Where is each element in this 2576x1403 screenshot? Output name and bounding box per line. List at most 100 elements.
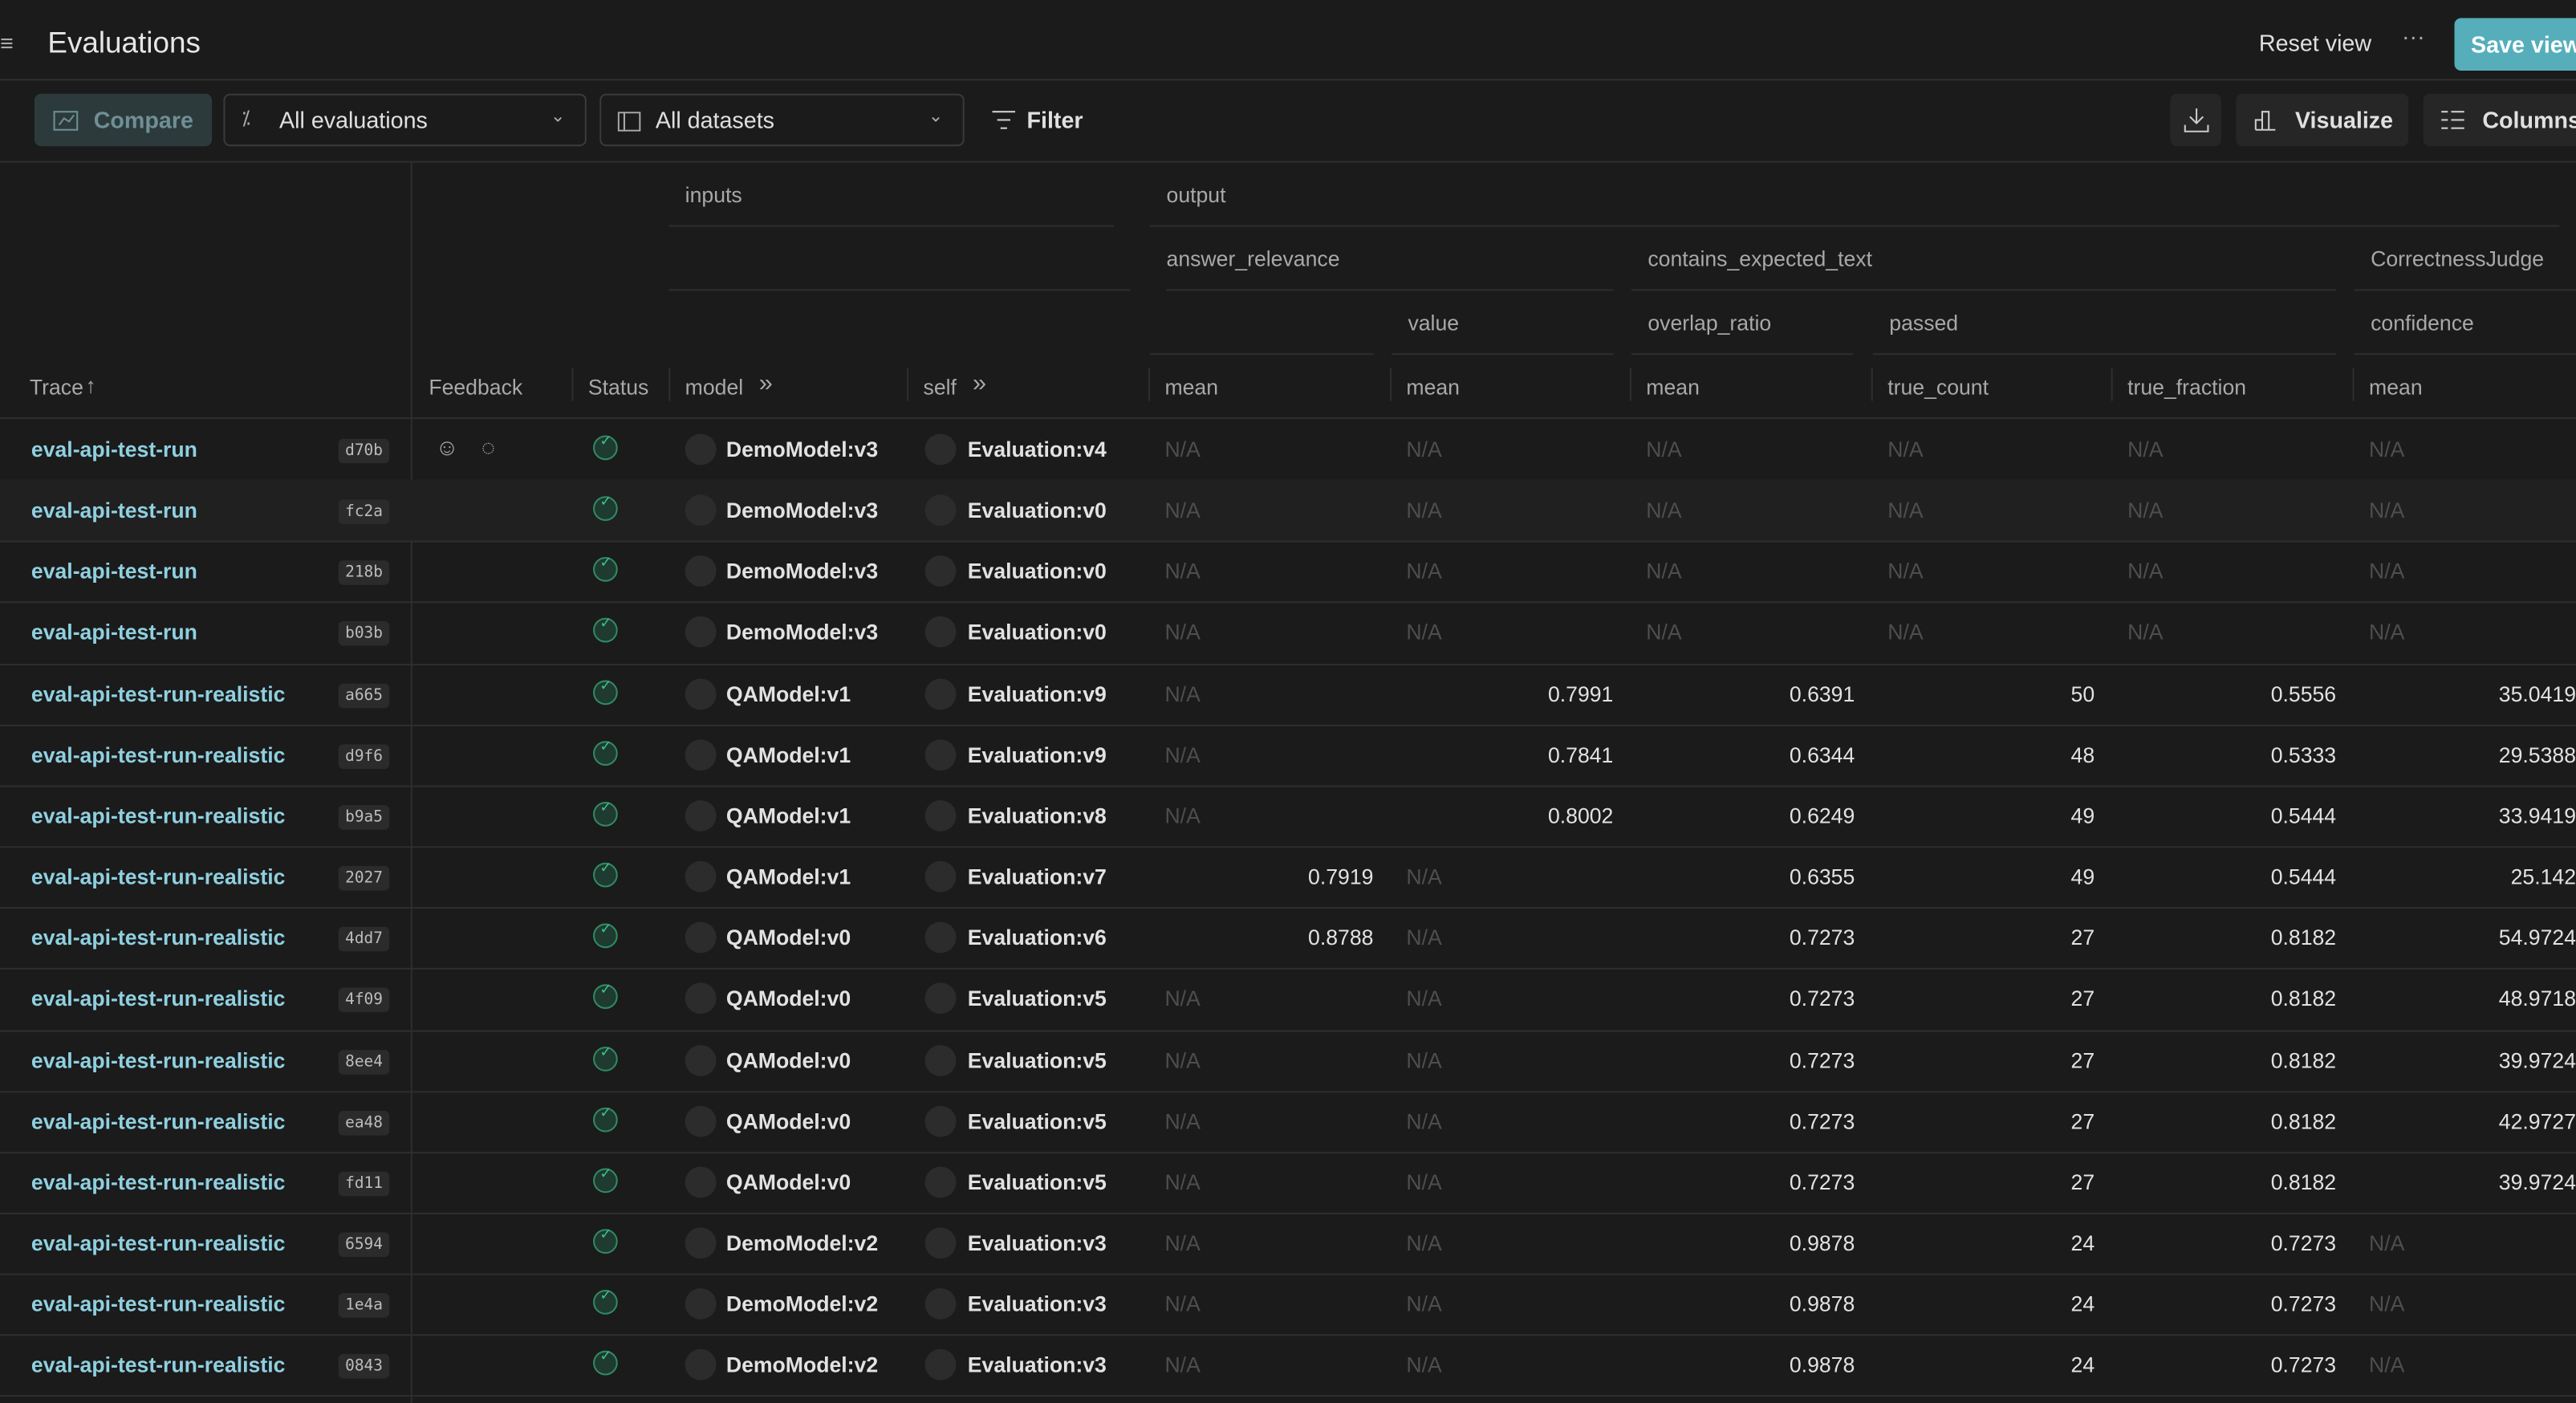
trace-link[interactable]: eval-api-test-run-realistic <box>30 986 286 1011</box>
status-icon <box>593 923 618 949</box>
trace-link[interactable]: eval-api-test-run-realistic <box>30 1352 286 1378</box>
trace-id: fd11 <box>338 1171 390 1196</box>
save-view-button[interactable]: Save view <box>2454 18 2576 71</box>
model[interactable]: QAModel:v0 <box>725 925 851 950</box>
model[interactable]: QAModel:v0 <box>725 1047 851 1072</box>
menu-icon[interactable]: ≡ <box>0 29 14 56</box>
trace-id: d9f6 <box>338 743 390 769</box>
trace-link[interactable]: eval-api-test-run-realistic <box>30 864 286 889</box>
metric-value: 0.9878 <box>1789 1291 1855 1316</box>
model[interactable]: QAModel:v1 <box>725 864 851 889</box>
evaluation[interactable]: Evaluation:v9 <box>967 681 1107 706</box>
status-icon <box>593 1229 618 1254</box>
model[interactable]: QAModel:v0 <box>725 1108 851 1133</box>
column-divider <box>668 368 671 401</box>
self-icon <box>924 738 957 771</box>
trace-link[interactable]: eval-api-test-run-realistic <box>30 681 286 706</box>
evaluations-dropdown[interactable]: ⁒ All evaluations ⌄ <box>223 93 587 147</box>
model-icon <box>685 555 717 588</box>
trace-link[interactable]: eval-api-test-run <box>30 437 197 462</box>
evaluation[interactable]: Evaluation:v5 <box>967 1047 1107 1072</box>
chevron: ⌄ <box>550 107 566 127</box>
model[interactable]: DemoModel:v2 <box>725 1352 879 1378</box>
trace-link[interactable]: eval-api-test-run-realistic <box>30 1291 286 1316</box>
model[interactable]: DemoModel:v2 <box>725 1291 879 1316</box>
not-available: N/A <box>1406 1352 1442 1378</box>
visualize-button[interactable]: Visualize <box>2236 93 2409 147</box>
model[interactable]: QAModel:v1 <box>725 681 851 706</box>
model-icon <box>685 1043 717 1076</box>
trace-link[interactable]: eval-api-test-run-realistic <box>30 925 286 950</box>
trace-link[interactable]: eval-api-test-run-realistic <box>30 1108 286 1133</box>
group-header: confidence <box>2371 310 2474 336</box>
model[interactable]: DemoModel:v3 <box>725 498 879 523</box>
trace-id: 8ee4 <box>338 1049 390 1074</box>
datasets-dropdown[interactable]: All datasets ⌄ <box>599 93 965 147</box>
row-divider <box>0 1090 2576 1092</box>
model[interactable]: QAModel:v1 <box>725 803 851 828</box>
column-header[interactable]: Feedback <box>429 374 523 400</box>
status-check: ✓ <box>599 432 612 449</box>
model[interactable]: DemoModel:v2 <box>725 1230 879 1255</box>
column-header[interactable]: Trace <box>29 374 83 400</box>
row-divider <box>0 1395 2576 1397</box>
model[interactable]: QAModel:v1 <box>725 742 851 767</box>
trace-link[interactable]: eval-api-test-run-realistic <box>30 1230 286 1255</box>
chevron: ⌄ <box>928 107 944 127</box>
evaluation[interactable]: Evaluation:v3 <box>967 1291 1107 1316</box>
model[interactable]: DemoModel:v3 <box>725 620 879 645</box>
trace-link[interactable]: eval-api-test-run <box>30 620 197 645</box>
self-icon <box>924 1288 957 1320</box>
column-header[interactable]: self <box>923 374 957 400</box>
model[interactable]: QAModel:v0 <box>725 1169 851 1194</box>
trace-link[interactable]: eval-api-test-run <box>30 559 197 584</box>
evaluation[interactable]: Evaluation:v5 <box>967 1169 1107 1194</box>
model[interactable]: QAModel:v0 <box>725 986 851 1011</box>
column-header[interactable]: mean <box>1164 374 1219 400</box>
model[interactable]: DemoModel:v3 <box>725 559 879 584</box>
compare-button[interactable]: Compare <box>34 93 213 147</box>
trace-link[interactable]: eval-api-test-run-realistic <box>30 1169 286 1194</box>
not-available: N/A <box>1406 925 1442 950</box>
trace-link[interactable]: eval-api-test-run-realistic <box>30 803 286 828</box>
column-header[interactable]: true_fraction <box>2127 374 2247 400</box>
column-header[interactable]: mean <box>2369 374 2423 400</box>
not-available: N/A <box>2127 620 2164 645</box>
evaluation[interactable]: Evaluation:v5 <box>967 986 1107 1011</box>
evaluation[interactable]: Evaluation:v3 <box>967 1352 1107 1378</box>
evaluation[interactable]: Evaluation:v0 <box>967 620 1107 645</box>
evaluation[interactable]: Evaluation:v7 <box>967 864 1107 889</box>
trace-link[interactable]: eval-api-test-run-realistic <box>30 1047 286 1072</box>
reset-view[interactable]: Reset view <box>2258 29 2372 56</box>
feedback-comment[interactable]: ◌ <box>481 433 495 461</box>
column-header[interactable]: Status <box>587 374 649 400</box>
evaluation[interactable]: Evaluation:v3 <box>967 1230 1107 1255</box>
column-header[interactable]: mean <box>1406 374 1461 400</box>
download-button[interactable] <box>2170 93 2221 147</box>
model[interactable]: DemoModel:v3 <box>725 437 879 462</box>
model-icon <box>685 1105 717 1137</box>
trace-link[interactable]: eval-api-test-run-realistic <box>30 742 286 767</box>
filter-button[interactable]: Filter <box>992 94 1107 147</box>
column-header[interactable]: mean <box>1646 374 1700 400</box>
feedback-emoji[interactable]: ☺ <box>435 433 459 461</box>
status-check: ✓ <box>599 1042 612 1059</box>
table: inputs output answer_relevance contains_exp… <box>0 162 2576 1403</box>
column-header[interactable]: model <box>685 374 744 400</box>
save-view-label: Save view <box>2470 31 2576 58</box>
evaluation[interactable]: Evaluation:v0 <box>967 559 1107 584</box>
evaluation[interactable]: Evaluation:v4 <box>967 437 1107 462</box>
evaluation[interactable]: Evaluation:v8 <box>967 803 1107 828</box>
evaluation[interactable]: Evaluation:v0 <box>967 498 1107 523</box>
evaluation[interactable]: Evaluation:v5 <box>967 1108 1107 1133</box>
metric-value: 48 <box>2070 742 2095 767</box>
trace-link[interactable]: eval-api-test-run <box>30 498 197 523</box>
divider <box>1150 353 1374 356</box>
status-check: ✓ <box>599 1348 612 1364</box>
column-header[interactable]: true_count <box>1887 374 1989 400</box>
columns-button[interactable]: Columns <box>2423 93 2576 147</box>
evaluation[interactable]: Evaluation:v9 <box>967 742 1107 767</box>
evaluation[interactable]: Evaluation:v6 <box>967 925 1107 950</box>
more-menu[interactable]: ··· <box>2402 22 2425 50</box>
self-icon <box>924 555 957 588</box>
